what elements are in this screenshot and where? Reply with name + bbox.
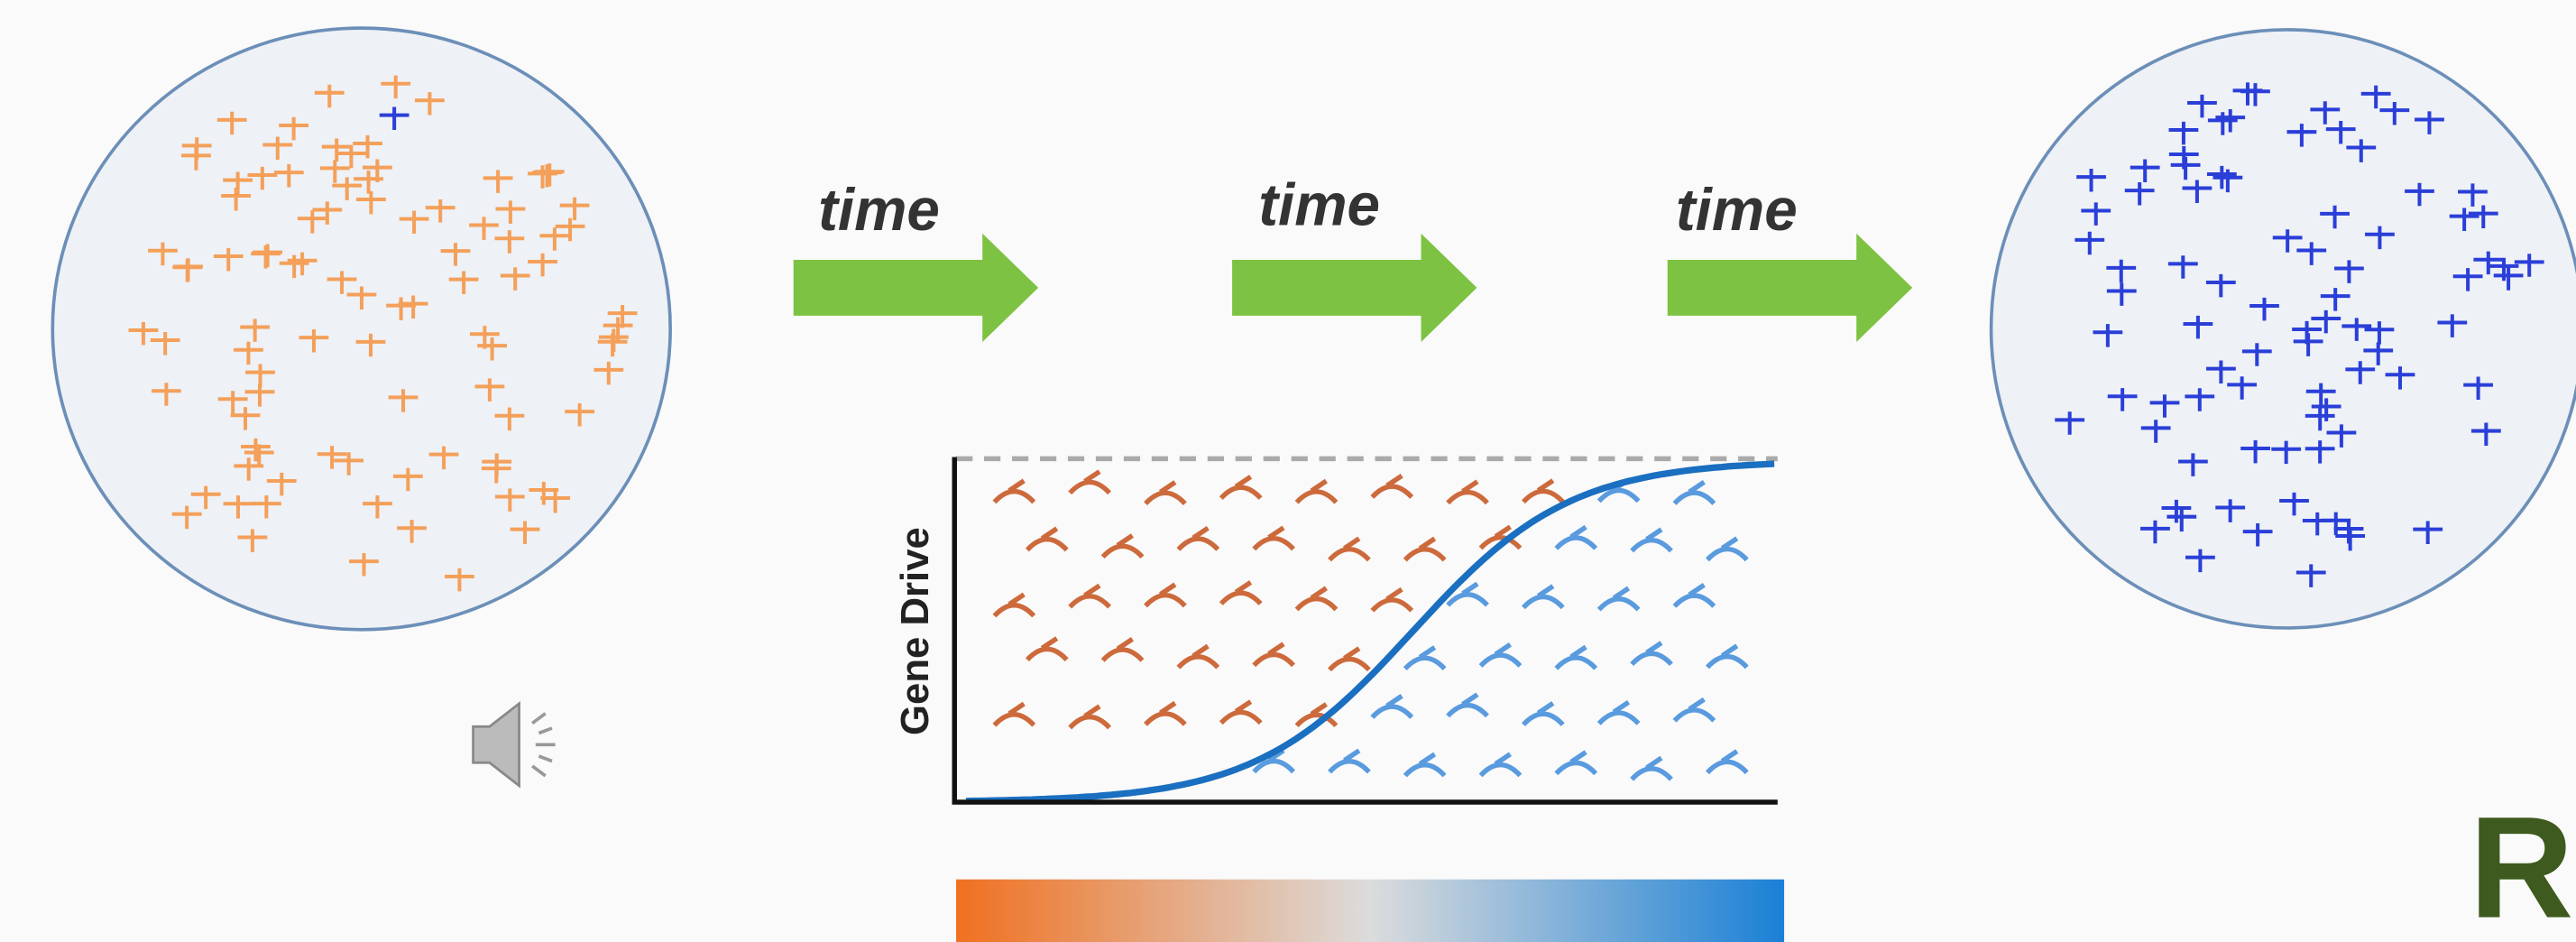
corner-letter: R — [2470, 787, 2574, 942]
y-axis-label: Gene Drive — [893, 527, 937, 735]
population-after — [1992, 30, 2576, 628]
page: {"arrows": [{"label": "time"}, {"label":… — [0, 0, 2576, 942]
gradient-bar — [956, 880, 1784, 942]
arrow-label: time — [818, 177, 940, 243]
arrow-label: time — [1676, 177, 1798, 243]
arrow-label: time — [1258, 172, 1380, 238]
slide: time time time Gene Drive R — [0, 0, 2576, 942]
